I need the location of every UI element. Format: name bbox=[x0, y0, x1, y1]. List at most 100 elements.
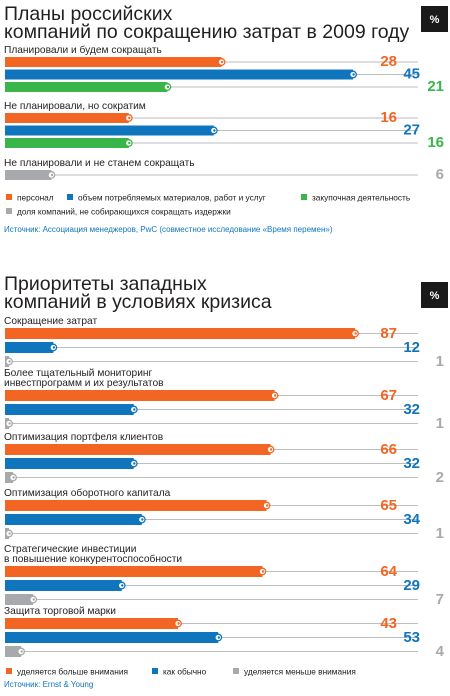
chart2-legend-1-label: как обычно bbox=[163, 667, 207, 677]
chart2-bar-4-0 bbox=[5, 566, 263, 577]
chart1-bar-1-2 bbox=[5, 138, 129, 148]
chart2-bar-1-0 bbox=[5, 390, 275, 401]
chart2-value-2-2: 2 bbox=[436, 469, 444, 486]
chart2-bar-1-2-marker-dot bbox=[8, 422, 11, 425]
chart2-bar-3-1 bbox=[5, 514, 142, 525]
chart2-bar-4-2-marker-dot bbox=[32, 598, 35, 601]
chart1-category-1: Не планировали, но сократим bbox=[4, 101, 146, 112]
chart1-legend-1-swatch bbox=[67, 194, 73, 200]
chart1-category-2: Не планировали и не станем сокращать bbox=[4, 158, 195, 169]
chart2-category-1-line1: инвестпрограмм и их результатов bbox=[4, 378, 164, 389]
chart1-source: Источник: Ассоциация менеджеров, PwC (со… bbox=[4, 225, 333, 234]
chart2-category-0: Сокращение затрат bbox=[4, 316, 97, 327]
chart2-value-5-1: 53 bbox=[403, 629, 420, 646]
chart2-title-line1: Приоритеты западных bbox=[4, 273, 207, 295]
chart2-bar-2-0 bbox=[5, 444, 271, 455]
chart2-value-3-1: 34 bbox=[403, 511, 420, 528]
chart2-bar-4-0-marker-dot bbox=[261, 570, 265, 573]
chart2-bar-5-2 bbox=[5, 646, 22, 657]
chart2-legend-2-swatch bbox=[233, 668, 239, 674]
chart2-value-2-1: 32 bbox=[403, 455, 420, 472]
chart1-value-0-2: 21 bbox=[427, 78, 444, 95]
chart2-category-3: Оптимизация оборотного капитала bbox=[4, 487, 171, 499]
chart2-bar-1-1-marker-dot bbox=[133, 408, 136, 411]
chart1-legend-2-label: закупочная деятельность bbox=[312, 193, 410, 203]
chart1-bar-2-3 bbox=[5, 170, 52, 180]
chart2-value-4-1: 29 bbox=[403, 577, 420, 594]
chart1-title-line2: компаний по сокращению затрат в 2009 год… bbox=[4, 21, 410, 43]
chart2-bar-1-0-marker-dot bbox=[273, 394, 277, 397]
chart2-bar-0-0-marker-dot bbox=[354, 332, 357, 335]
chart2-bar-2-2 bbox=[5, 472, 14, 483]
chart2-bar-3-0 bbox=[5, 500, 267, 511]
chart1-value-1-2: 16 bbox=[427, 134, 444, 151]
chart1-bar-1-2-marker-dot bbox=[128, 141, 131, 145]
chart1-unit-badge bbox=[421, 6, 448, 32]
chart2-category-4-line0: Стратегические инвестиции bbox=[4, 544, 136, 555]
chart2-value-1-2: 1 bbox=[436, 415, 444, 432]
chart2-value-0-0: 87 bbox=[380, 325, 397, 342]
chart2-value-1-1: 32 bbox=[403, 401, 420, 418]
chart2-category-1-line0: Более тщательный мониторинг bbox=[4, 368, 153, 379]
chart2-value-0-2: 1 bbox=[436, 353, 444, 370]
chart1-legend-0-swatch bbox=[6, 194, 12, 200]
chart2-bar-2-2-marker-dot bbox=[12, 476, 15, 479]
chart1-category-0: Планировали и будем сокращать bbox=[4, 44, 162, 56]
chart1-legend-0-label: персонал bbox=[17, 193, 54, 203]
chart1-legend-2-swatch bbox=[301, 194, 307, 200]
chart2-bar-2-1-marker-dot bbox=[133, 462, 136, 465]
chart2-unit-badge-label: % bbox=[430, 290, 440, 302]
chart2-bar-0-1-marker-dot bbox=[52, 346, 56, 349]
chart1-bar-1-1-marker-dot bbox=[213, 129, 216, 132]
chart1-bar-0-1 bbox=[5, 69, 353, 80]
chart2-value-2-0: 66 bbox=[380, 441, 397, 458]
chart1-value-1-0: 16 bbox=[380, 109, 397, 126]
chart1-value-0-1: 45 bbox=[403, 66, 420, 83]
chart1-bar-1-0 bbox=[5, 113, 129, 123]
chart2-legend-0-swatch bbox=[6, 668, 12, 674]
chart2-value-3-0: 65 bbox=[380, 497, 397, 514]
chart1-bar-0-2 bbox=[5, 82, 168, 92]
chart2-legend-2-label: уделяется меньше внимания bbox=[244, 667, 356, 677]
chart2-value-4-2: 7 bbox=[436, 591, 444, 608]
chart2-bar-4-2 bbox=[5, 594, 34, 605]
chart1-value-1-1: 27 bbox=[403, 122, 420, 139]
chart1-legend-3-label: доля компаний, не собирающихся сокращать… bbox=[17, 207, 231, 217]
chart2-bar-5-0 bbox=[5, 618, 178, 629]
chart2-category-5: Защита торговой марки bbox=[4, 606, 116, 617]
chart1-unit-badge-label: % bbox=[430, 14, 440, 26]
chart1-legend-3-swatch bbox=[6, 208, 12, 214]
chart1-bar-1-1 bbox=[5, 125, 214, 136]
chart2-bar-0-0 bbox=[5, 328, 355, 339]
chart1-bar-0-0-marker-dot bbox=[220, 60, 224, 64]
chart2-bar-1-1 bbox=[5, 404, 134, 415]
chart1-bar-0-2-marker-dot bbox=[166, 85, 170, 89]
chart2-unit-badge bbox=[421, 282, 448, 308]
chart2-legend-1-swatch bbox=[152, 668, 158, 674]
chart2-bar-0-2-marker-dot bbox=[8, 360, 11, 363]
chart1-value-2-3: 6 bbox=[436, 166, 444, 183]
chart2-bar-2-1 bbox=[5, 458, 134, 469]
chart2-value-0-1: 12 bbox=[403, 339, 420, 356]
chart1-bar-2-3-marker-dot bbox=[50, 173, 54, 177]
chart2-value-5-2: 4 bbox=[436, 643, 445, 660]
chart2-value-5-0: 43 bbox=[380, 615, 397, 632]
chart1-bar-1-0-marker-dot bbox=[128, 116, 131, 120]
chart1-bar-0-1-marker-dot bbox=[352, 73, 355, 76]
chart2-bar-4-1-marker-dot bbox=[121, 584, 124, 587]
chart1-legend-1-label: объем потребляемых материалов, работ и у… bbox=[78, 193, 266, 203]
chart2-value-3-2: 1 bbox=[436, 525, 444, 542]
chart2-category-2: Оптимизация портфеля клиентов bbox=[4, 431, 163, 443]
chart2-bar-3-0-marker-dot bbox=[265, 504, 269, 507]
chart2-value-1-0: 67 bbox=[380, 387, 397, 404]
chart2-bar-5-0-marker-dot bbox=[177, 622, 180, 625]
chart2-source: Источник: Ernst & Young bbox=[4, 680, 93, 689]
chart2-bar-4-1 bbox=[5, 580, 122, 591]
chart1-bar-0-0 bbox=[5, 57, 222, 67]
chart2-bar-3-2-marker-dot bbox=[8, 532, 11, 535]
chart2-bar-0-1 bbox=[5, 342, 54, 353]
chart2-bar-2-0-marker-dot bbox=[269, 448, 273, 451]
chart2-value-4-0: 64 bbox=[380, 563, 397, 580]
